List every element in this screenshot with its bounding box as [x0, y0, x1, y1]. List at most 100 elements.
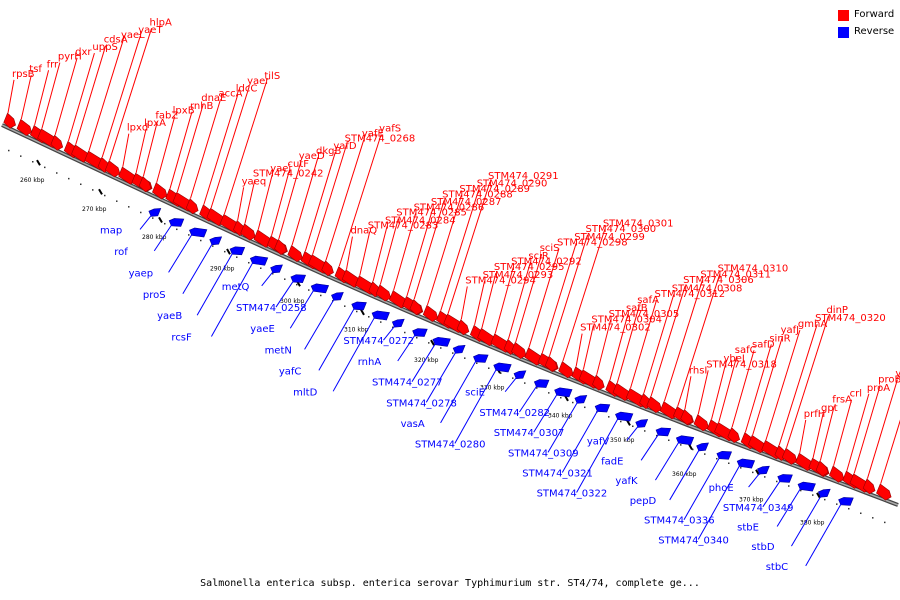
- forward-gene-label-lpxa: lpxA: [144, 118, 166, 129]
- forward-gene-label-stm474-0292: STM474_0292: [511, 257, 582, 268]
- forward-gene-leader: [833, 399, 853, 466]
- reverse-gene-leader: [196, 251, 234, 316]
- tick-dot: [824, 498, 826, 501]
- forward-gene-leader: [244, 179, 256, 224]
- tick-dot: [404, 331, 406, 334]
- forward-gene-label-dnae: dnaE: [201, 93, 226, 104]
- reverse-gene-label-yaee: yaeE: [250, 324, 275, 335]
- reverse-gene-leader: [626, 425, 640, 441]
- reverse-gene-label-stm474-0258: STM474_0258: [236, 303, 307, 314]
- tick-dot: [20, 155, 22, 157]
- forward-gene-label-tsf: tsf: [29, 64, 42, 75]
- reverse-gene-label-stm474-0282: STM474_0282: [479, 408, 550, 419]
- forward-gene-label-stm474-0300: STM474_0300: [586, 224, 657, 235]
- forward-gene-leader: [507, 261, 531, 340]
- forward-gene-leader: [440, 189, 480, 311]
- tick-label-320-kbp: 320 kbp: [414, 357, 439, 364]
- forward-gene-label-yafs: yafS: [379, 123, 401, 134]
- reverse-gene-label-pepd: pepD: [630, 496, 657, 507]
- reverse-gene-yafc: [351, 301, 367, 311]
- forward-gene-leader: [122, 133, 130, 167]
- reverse-gene-label-stm474-0340: STM474_0340: [658, 535, 729, 546]
- forward-gene-label-ldcc: ldcC: [236, 84, 258, 95]
- tick-dot: [812, 494, 814, 496]
- forward-gene-label-safb: safB: [626, 303, 648, 314]
- forward-gene-leader: [203, 94, 239, 205]
- tick-dot: [296, 283, 298, 286]
- reverse-gene-stm474-0321: [594, 403, 611, 413]
- forward-gene-label-crl: crl: [850, 389, 862, 400]
- forward-gene-leader: [54, 57, 78, 136]
- forward-gene-label-prfh: prfH: [804, 409, 826, 420]
- forward-gene-acca: [185, 198, 199, 215]
- forward-gene-leader: [257, 174, 273, 230]
- tick-mark: [626, 419, 631, 426]
- forward-gene-leader: [142, 121, 158, 177]
- forward-gene-label-frr: frr: [47, 59, 59, 70]
- reverse-gene-fade: [655, 427, 672, 437]
- tick-label-350-kbp: 350 kbp: [610, 437, 635, 444]
- reverse-gene-stm474-0278: [452, 345, 466, 354]
- forward-gene-leader: [447, 181, 491, 314]
- tick-dot: [572, 401, 574, 404]
- reverse-gene-label-stbe: stbE: [737, 522, 759, 533]
- tick-dot: [872, 517, 874, 519]
- forward-gene-leader: [156, 116, 176, 183]
- tick-dot: [308, 289, 310, 291]
- forward-gene-label-dxr: dxr: [75, 47, 92, 58]
- tick-mark: [36, 159, 41, 166]
- tick-dot: [704, 453, 706, 455]
- reverse-gene-label-rof: rof: [114, 247, 128, 258]
- forward-gene-leader: [528, 248, 560, 348]
- reverse-gene-stm474-0322: [615, 411, 634, 422]
- tick-label-260-kbp: 260 kbp: [20, 177, 45, 184]
- forward-gene-leader: [359, 231, 371, 276]
- forward-gene-label-stm474-0291: STM474_0291: [488, 171, 559, 182]
- forward-gene-label-sinr: sinR: [769, 333, 790, 344]
- tick-dot: [344, 305, 346, 307]
- reverse-gene-leader: [504, 376, 518, 393]
- forward-gene-leader: [304, 152, 336, 252]
- tick-dot: [92, 189, 94, 191]
- reverse-gene-leader: [533, 392, 559, 433]
- tick-dot: [512, 377, 514, 379]
- reverse-gene-label-yaeb: yaeB: [157, 311, 182, 322]
- sequence-backbone-highlight: [1, 124, 899, 506]
- tick-dot: [272, 272, 274, 275]
- tick-dot: [488, 367, 490, 369]
- forward-gene-crl: [828, 465, 845, 483]
- forward-gene-leader: [799, 419, 807, 454]
- tick-dot: [692, 448, 694, 451]
- forward-gene-label-safa: safA: [637, 295, 659, 306]
- reverse-gene-stm474-0277: [432, 336, 451, 347]
- forward-gene-leader: [345, 236, 353, 270]
- forward-gene-leader: [312, 144, 348, 255]
- tick-mark: [360, 309, 365, 316]
- forward-gene-leader: [210, 86, 250, 209]
- reverse-gene-leader: [289, 288, 315, 329]
- tick-dot: [392, 326, 394, 329]
- forward-gene-label-stm474-0293: STM474_0293: [483, 270, 554, 281]
- reverse-gene-leader: [561, 409, 599, 473]
- forward-gene-leader: [575, 333, 583, 367]
- forward-gene-leader: [812, 413, 824, 459]
- tick-dot: [380, 321, 382, 323]
- forward-gene-label-safc: safC: [735, 345, 757, 356]
- tick-dot: [104, 194, 106, 197]
- tick-dot: [620, 420, 622, 423]
- tick-dot: [668, 439, 670, 442]
- tick-dot: [560, 396, 562, 399]
- forward-gene-stm474-0318: [693, 414, 709, 432]
- reverse-gene-rcsf: [249, 255, 269, 266]
- forward-gene-label-stm474-0284: STM474_0284: [385, 215, 456, 226]
- reverse-gene-label-map: map: [100, 225, 122, 236]
- tick-dot: [32, 161, 34, 163]
- tick-dot: [752, 471, 754, 474]
- forward-gene-leader: [406, 208, 434, 297]
- reverse-gene-leader: [304, 298, 336, 350]
- forward-gene-leader: [379, 218, 399, 285]
- forward-gene-label-stm474-0312: STM474_0312: [655, 289, 726, 300]
- forward-gene-scis: [511, 341, 527, 359]
- forward-gene-leader: [677, 274, 721, 407]
- reverse-gene-stm474-0340: [736, 458, 756, 469]
